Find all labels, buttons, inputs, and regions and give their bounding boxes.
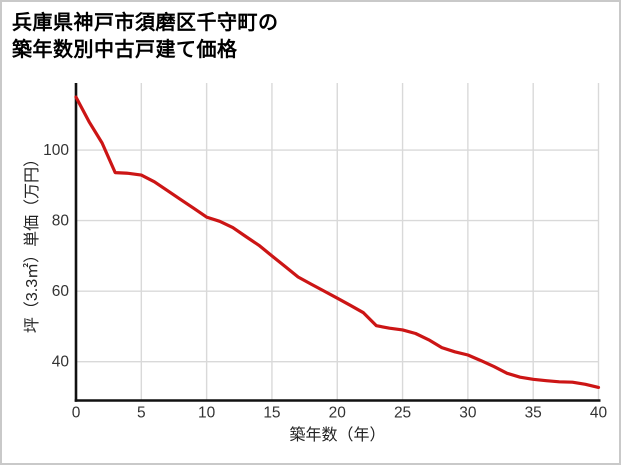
x-tick-label: 20 <box>329 405 347 422</box>
y-tick-label: 80 <box>52 213 70 230</box>
x-tick-label: 30 <box>459 405 477 422</box>
y-tick-label: 40 <box>52 354 70 371</box>
chart-title-line1: 兵庫県神戸市須磨区千守町の <box>12 12 279 34</box>
chart-title-line2: 築年数別中古戸建て価格 <box>12 39 238 61</box>
y-tick-label: 60 <box>52 283 70 300</box>
y-tick-label: 100 <box>43 142 69 159</box>
x-tick-label: 25 <box>394 405 411 422</box>
chart-title: 兵庫県神戸市須磨区千守町の 築年数別中古戸建て価格 <box>12 10 279 64</box>
price-line <box>74 95 601 389</box>
x-tick-label: 5 <box>137 405 146 422</box>
x-tick-label: 10 <box>198 405 216 422</box>
x-tick-label: 15 <box>263 405 280 422</box>
x-axis-title: 築年数（年） <box>289 427 386 444</box>
x-tick-label: 35 <box>525 405 542 422</box>
x-tick-label: 40 <box>590 405 608 422</box>
x-tick-label: 0 <box>72 405 81 422</box>
